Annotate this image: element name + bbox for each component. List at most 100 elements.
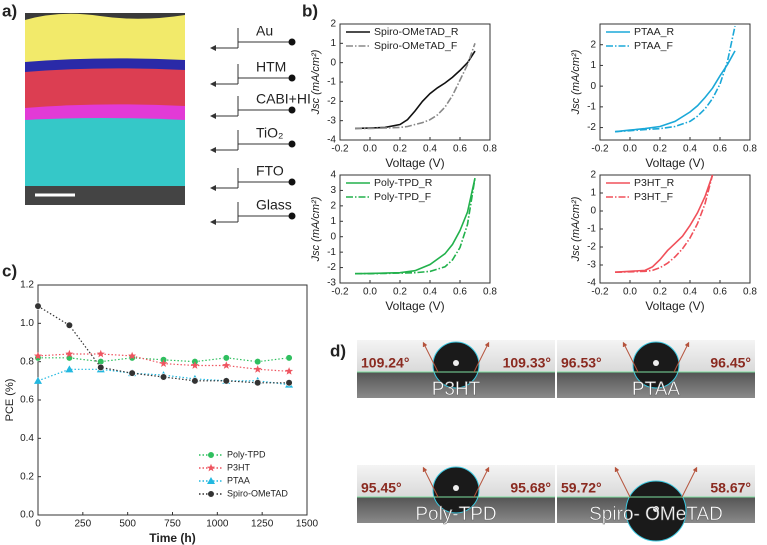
- legend-marker: [207, 463, 215, 472]
- x-tick-label: 750: [164, 519, 181, 530]
- y-tick-label: 1: [590, 60, 596, 71]
- legend-label: P3HT_F: [634, 191, 673, 203]
- y-tick-label: 2: [590, 39, 596, 50]
- panel-label: c): [2, 261, 17, 280]
- y-axis-label: Jsc (mA/cm²): [310, 196, 322, 262]
- y-tick-label: 0: [330, 231, 336, 242]
- legend-marker: [207, 490, 215, 498]
- panel-label: a): [2, 1, 17, 20]
- x-tick-label: -0.2: [331, 144, 349, 155]
- legend-label: P3HT: [227, 462, 251, 472]
- legend-marker: [207, 477, 215, 484]
- marker: [65, 321, 73, 329]
- y-tick-label: 0.0: [20, 510, 34, 521]
- x-tick-label: 0.8: [743, 287, 757, 298]
- y-tick-label: -3: [587, 260, 596, 271]
- legend-label: PTAA: [227, 475, 250, 485]
- y-tick-label: 4: [330, 170, 336, 181]
- x-tick-label: 0.2: [393, 144, 407, 155]
- angle-left: 96.53°: [561, 355, 602, 371]
- droplet-glare: [653, 360, 659, 366]
- x-tick-label: 0.6: [453, 144, 467, 155]
- marker: [285, 367, 294, 375]
- marker: [96, 349, 105, 358]
- y-axis-label: PCE (%): [4, 379, 16, 422]
- droplet-glare: [453, 485, 459, 491]
- droplet-glare: [453, 360, 459, 366]
- x-tick-label: 250: [74, 519, 91, 530]
- y-tick-label: 2: [330, 19, 336, 30]
- connector-dot: [288, 178, 296, 186]
- marker: [253, 365, 262, 373]
- x-tick-label: 0.8: [483, 144, 497, 155]
- x-axis-label: Voltage (V): [385, 156, 444, 170]
- y-tick-label: -2: [587, 242, 596, 253]
- tangent: [673, 341, 690, 373]
- angle-left: 59.72°: [561, 480, 602, 496]
- marker: [97, 363, 105, 372]
- x-tick-label: 0.0: [623, 287, 637, 298]
- tangent: [681, 466, 698, 498]
- legend-label: Poly-TPD_F: [374, 191, 431, 203]
- marker: [222, 354, 230, 362]
- marker: [285, 354, 293, 362]
- x-tick-label: 0.2: [653, 287, 667, 298]
- y-tick-label: 2: [590, 170, 596, 181]
- tangent: [473, 341, 490, 373]
- y-tick-label: 0.4: [20, 433, 34, 444]
- marker: [159, 359, 168, 367]
- marker: [128, 351, 137, 360]
- x-tick-label: 1500: [296, 519, 319, 530]
- marker: [128, 369, 136, 377]
- y-tick-label: -3: [327, 278, 336, 289]
- x-axis-label: Time (h): [149, 531, 195, 545]
- sample-name: Poly-TPD: [415, 504, 496, 525]
- tangent: [614, 466, 631, 498]
- y-tick-label: 0.8: [20, 356, 34, 367]
- series-line: [614, 174, 714, 273]
- sample-name: P3HT: [432, 379, 481, 400]
- x-tick-label: 0.0: [363, 287, 377, 298]
- y-tick-label: 1.2: [20, 280, 34, 291]
- series-line: [614, 174, 714, 273]
- y-tick-label: 1.0: [20, 318, 34, 329]
- marker: [190, 361, 199, 369]
- marker: [222, 361, 231, 369]
- x-tick-label: 0.6: [713, 287, 727, 298]
- droplet-glare: [653, 506, 659, 512]
- plot-frame: [37, 284, 308, 516]
- legend-label: P3HT_R: [634, 177, 675, 189]
- marker: [65, 365, 74, 373]
- connector-dot: [288, 38, 296, 46]
- y-tick-label: -1: [327, 77, 336, 88]
- layer-label: Au: [256, 23, 273, 39]
- legend-label: Spiro-OMeTAD: [227, 488, 288, 498]
- marker: [285, 379, 293, 387]
- angle-left: 109.24°: [361, 355, 409, 371]
- series-line: [614, 50, 736, 133]
- x-tick-label: 0.2: [653, 144, 667, 155]
- marker: [34, 302, 42, 310]
- y-tick-label: 2: [330, 200, 336, 211]
- x-axis-label: Voltage (V): [385, 299, 444, 313]
- x-axis-label: Voltage (V): [645, 299, 704, 313]
- legend-label: Poly-TPD_R: [374, 177, 433, 189]
- legend-label: Poly-TPD: [227, 449, 266, 459]
- marker: [254, 379, 262, 387]
- angle-left: 95.45°: [361, 480, 402, 496]
- x-tick-label: 0.4: [683, 144, 697, 155]
- y-tick-label: 0: [590, 206, 596, 217]
- x-axis-label: Voltage (V): [645, 156, 704, 170]
- legend-label: Spiro-OMeTAD_R: [374, 26, 459, 38]
- x-tick-label: -0.2: [591, 144, 609, 155]
- y-tick-label: -4: [587, 278, 596, 289]
- tangent: [622, 341, 639, 373]
- x-tick-label: 1250: [251, 519, 274, 530]
- connector-dot: [288, 74, 296, 82]
- layer-label: FTO: [256, 163, 284, 179]
- y-tick-label: -2: [327, 96, 336, 107]
- y-tick-label: -1: [587, 224, 596, 235]
- y-tick-label: 0: [590, 81, 596, 92]
- y-tick-label: -2: [587, 122, 596, 133]
